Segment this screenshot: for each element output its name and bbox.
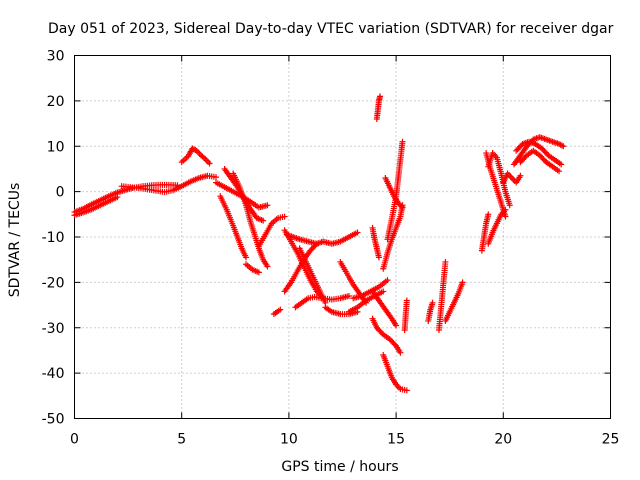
chart-title: Day 051 of 2023, Sidereal Day-to-day VTE… xyxy=(48,21,614,37)
series-arc-25 xyxy=(380,351,410,394)
data-point xyxy=(260,217,267,224)
data-point xyxy=(243,254,250,261)
data-point xyxy=(517,172,524,179)
grid xyxy=(74,55,611,419)
series-arc-03 xyxy=(118,172,220,196)
series-arc-21 xyxy=(369,224,382,261)
data-point xyxy=(213,174,220,181)
series-arc-40 xyxy=(513,138,565,168)
data-point xyxy=(391,341,398,348)
y-tick-label: 0 xyxy=(56,185,65,201)
series-arc-07 xyxy=(217,193,250,261)
series-arc-19 xyxy=(345,288,387,315)
y-axis-label: SDTVAR / TECUs xyxy=(7,183,23,298)
axis-ticks: 0 5 10 15 20 25 30 20 10 0 -10 -20 -30 -40 -50 xyxy=(42,49,620,448)
data-point xyxy=(558,161,565,168)
series-arc-23 xyxy=(369,315,404,356)
data-point xyxy=(255,269,262,276)
data-point xyxy=(264,202,271,209)
series-arc-29 xyxy=(401,297,410,334)
series-arc-31 xyxy=(435,258,449,334)
series-arc-26 xyxy=(384,138,406,243)
data-point xyxy=(313,240,320,247)
data-point xyxy=(281,213,288,220)
data-point xyxy=(114,194,121,201)
series-arc-15 xyxy=(292,293,325,311)
data-point xyxy=(393,322,400,329)
data-point xyxy=(399,138,406,145)
x-tick-label: 10 xyxy=(280,432,298,448)
data-point xyxy=(397,349,404,356)
series-arc-28 xyxy=(382,175,406,211)
data-point xyxy=(401,327,408,334)
data-point xyxy=(264,263,271,270)
x-tick-label: 5 xyxy=(177,432,186,448)
series-arc-09 xyxy=(243,261,262,276)
data-point xyxy=(277,306,284,313)
data-point xyxy=(206,160,213,167)
y-tick-label: 10 xyxy=(47,139,65,155)
y-tick-label: -10 xyxy=(42,230,65,246)
data-point xyxy=(377,93,384,100)
data-point xyxy=(459,279,466,286)
x-tick-label: 0 xyxy=(70,432,79,448)
series-arc-10 xyxy=(255,213,288,250)
y-tick-label: -30 xyxy=(42,321,65,337)
data-point xyxy=(354,229,361,236)
data-point xyxy=(506,202,513,209)
series-arc-37 xyxy=(500,170,524,186)
data-point xyxy=(384,277,391,284)
series-arc-36 xyxy=(485,150,513,209)
y-tick-label: -20 xyxy=(42,275,65,291)
data-point xyxy=(485,211,492,218)
x-tick-label: 20 xyxy=(494,432,512,448)
data-point xyxy=(502,213,509,220)
data-point xyxy=(442,258,449,265)
data-point xyxy=(399,204,406,211)
y-tick-label: -50 xyxy=(42,412,65,428)
series-arc-11 xyxy=(270,306,284,318)
series-arc-04 xyxy=(178,145,213,167)
series-arc-22 xyxy=(369,288,400,329)
series-arc-32 xyxy=(442,279,466,324)
data-markers xyxy=(71,93,567,394)
data-point xyxy=(380,288,387,295)
y-tick-label: 20 xyxy=(47,94,65,110)
x-tick-label: 25 xyxy=(602,432,620,448)
x-axis-label: GPS time / hours xyxy=(281,459,398,475)
series-arc-16 xyxy=(296,245,329,306)
series-arc-05 xyxy=(213,179,271,211)
data-point xyxy=(345,292,352,299)
data-point xyxy=(403,387,410,394)
series-arc-14 xyxy=(283,231,320,247)
series-arc-24 xyxy=(373,93,384,123)
data-point xyxy=(556,168,563,175)
data-point xyxy=(429,299,436,306)
y-tick-label: 30 xyxy=(47,49,65,65)
series-arc-35 xyxy=(483,150,509,220)
series-arc-02 xyxy=(71,194,121,219)
x-tick-label: 15 xyxy=(387,432,405,448)
data-point xyxy=(375,254,382,261)
y-tick-label: -40 xyxy=(42,366,65,382)
series-arc-18 xyxy=(337,258,370,306)
data-point xyxy=(560,143,567,150)
series-arc-30 xyxy=(425,299,436,324)
series-arc-33 xyxy=(478,211,492,254)
series-arc-17 xyxy=(322,304,361,318)
series-arc-39 xyxy=(517,147,563,175)
